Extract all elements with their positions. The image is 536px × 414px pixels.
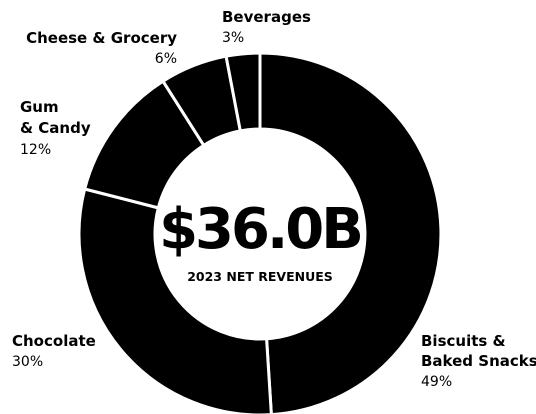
slice-label-biscuits-line1: Biscuits & xyxy=(421,332,506,350)
labels-layer: Biscuits & Baked Snacks 49% Chocolate 30… xyxy=(12,8,536,390)
slice-label-cheese: Cheese & Grocery xyxy=(26,29,177,47)
slice-value-cheese: 6% xyxy=(155,51,177,67)
donut-slice-4 xyxy=(224,51,262,133)
donut-slice-1 xyxy=(77,187,273,414)
center-total-label: $36.0B xyxy=(159,197,361,262)
slice-value-beverages: 3% xyxy=(222,30,244,46)
donut-slice-0 xyxy=(258,51,443,414)
slices-layer xyxy=(77,51,443,414)
slice-label-gum-line1: Gum xyxy=(20,98,59,116)
slice-label-gum-line2: & Candy xyxy=(20,119,91,137)
slice-label-chocolate: Chocolate xyxy=(12,332,96,350)
center-layer: $36.0B 2023 NET REVENUES xyxy=(159,197,364,284)
slice-label-biscuits-line2: Baked Snacks xyxy=(421,352,536,370)
slice-value-gum: 12% xyxy=(20,142,51,158)
center-caption-label: 2023 NET REVENUES xyxy=(187,269,333,284)
slice-label-beverages: Beverages xyxy=(222,8,311,26)
slice-value-chocolate: 30% xyxy=(12,354,43,370)
slice-value-biscuits: 49% xyxy=(421,374,452,390)
